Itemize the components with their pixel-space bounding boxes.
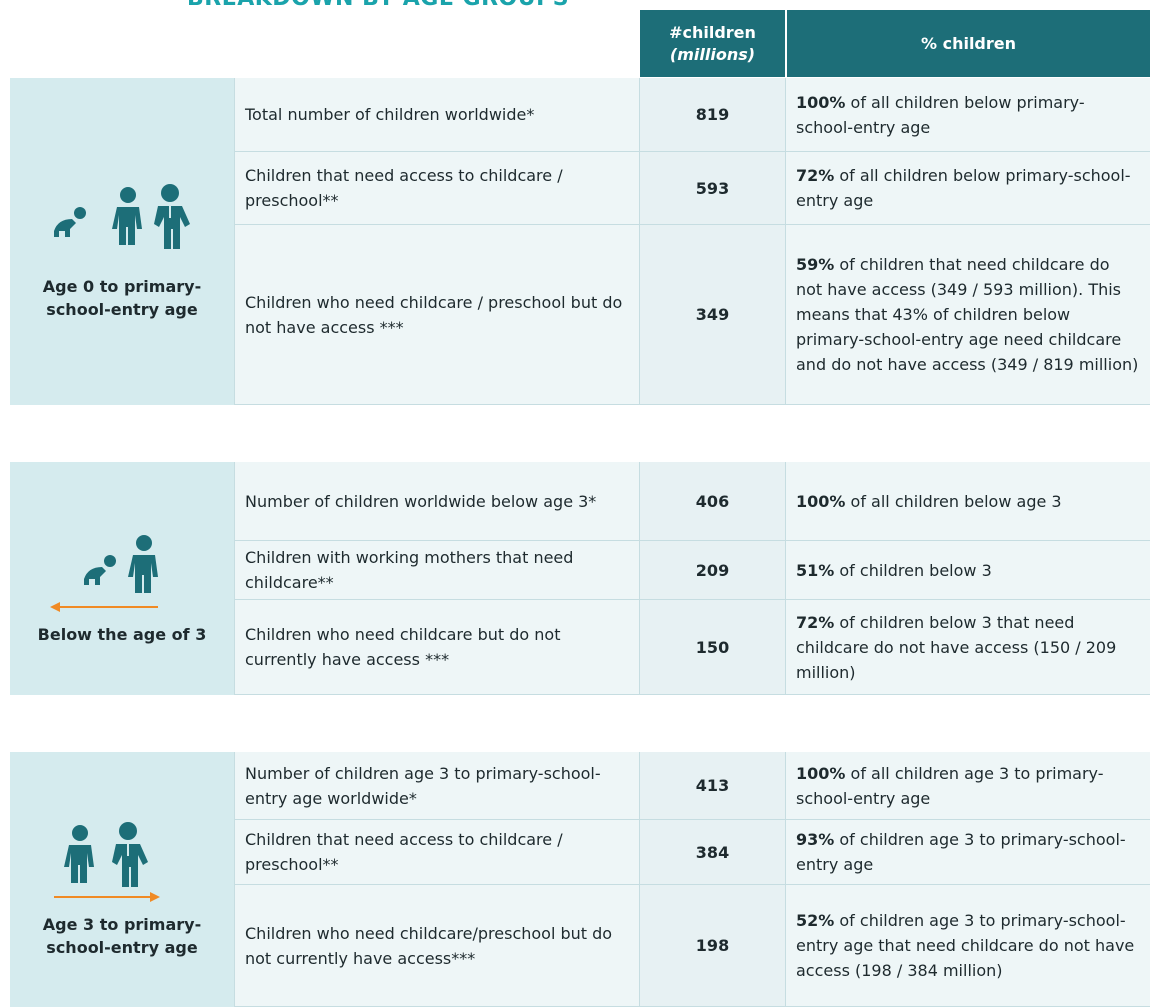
- percent-text: 72% of all children below primary-school…: [796, 163, 1140, 213]
- row-description: Children that need access to childcare /…: [234, 152, 640, 225]
- row-percent: 51% of children below 3: [786, 541, 1150, 600]
- row-number: 198: [639, 885, 786, 1007]
- percent-rest: of all children below age 3: [850, 491, 1062, 511]
- description-text: Children with working mothers that need …: [245, 548, 574, 592]
- row-number: 406: [639, 462, 786, 541]
- row-description: Total number of children worldwide*: [234, 78, 640, 152]
- row-description: Number of children age 3 to primary-scho…: [234, 752, 640, 820]
- row-percent: 100% of all children below primary-schoo…: [786, 78, 1150, 152]
- number-text: 593: [695, 178, 730, 198]
- percent-text: 59% of children that need childcare do n…: [796, 252, 1140, 377]
- row-number: 209: [639, 541, 786, 600]
- percent-bold: 52%: [796, 911, 835, 930]
- percent-rest: of children age 3 to primary-school-entr…: [796, 911, 1135, 980]
- group-label: Age 0 to primary- school-entry age: [42, 276, 202, 319]
- number-text: 413: [695, 776, 730, 795]
- age-icon: [54, 183, 190, 249]
- percent-text: 93% of children age 3 to primary-school-…: [796, 827, 1140, 877]
- percent-bold: 100%: [796, 763, 846, 783]
- number-text: 819: [695, 105, 730, 124]
- row-number: 413: [639, 752, 786, 820]
- row-percent: 72% of children below 3 that need childc…: [786, 600, 1150, 695]
- row-percent: 59% of children that need childcare do n…: [786, 225, 1150, 405]
- description-text: Total number of children worldwide*: [245, 105, 535, 124]
- row-percent: 93% of children age 3 to primary-school-…: [786, 820, 1150, 885]
- percent-text: 100% of all children age 3 to primary-sc…: [796, 761, 1140, 811]
- percent-bold: 72%: [796, 612, 835, 632]
- row-description: Children who need childcare/preschool bu…: [234, 885, 640, 1007]
- number-text: 406: [695, 491, 730, 511]
- row-description: Children who need childcare but do not c…: [234, 600, 640, 695]
- percent-bold: 51%: [796, 560, 835, 580]
- header-count: #children (millions): [640, 10, 785, 77]
- number-text: 198: [695, 936, 730, 955]
- description-text: Children who need childcare but do not c…: [245, 625, 561, 669]
- row-percent: 52% of children age 3 to primary-school-…: [786, 885, 1150, 1007]
- row-number: 150: [639, 600, 786, 695]
- percent-rest: of all children age 3 to primary-school-…: [796, 763, 1104, 808]
- percent-bold: 72%: [796, 166, 835, 185]
- percent-text: 72% of children below 3 that need childc…: [796, 610, 1140, 685]
- age-icon: [50, 535, 158, 612]
- percent-bold: 100%: [796, 92, 846, 112]
- group-label: Age 3 to primary-school-entry age: [42, 914, 202, 957]
- percent-rest: of children that need childcare do not h…: [796, 255, 1139, 374]
- percent-bold: 100%: [796, 491, 846, 511]
- percent-bold: 59%: [796, 255, 835, 274]
- percent-rest: of all children below primary-school-ent…: [796, 166, 1131, 210]
- percent-text: 100% of all children below age 3: [796, 489, 1062, 514]
- percent-rest: of children below 3: [839, 560, 992, 580]
- percent-text: 51% of children below 3: [796, 558, 992, 583]
- row-number: 819: [639, 78, 786, 152]
- percent-rest: of children age 3 to primary-school-entr…: [796, 830, 1126, 874]
- description-text: Number of children worldwide below age 3…: [245, 491, 597, 511]
- description-text: Children who need childcare/preschool bu…: [245, 923, 613, 968]
- number-text: 209: [695, 560, 730, 580]
- percent-rest: of all children below primary-school-ent…: [796, 92, 1085, 137]
- number-text: 150: [695, 637, 730, 657]
- title: BREAKDOWN BY AGE GROUPS: [187, 0, 569, 11]
- group-label-cell: Age 0 to primary- school-entry age: [10, 78, 234, 405]
- description-text: Children that need access to childcare /…: [245, 830, 563, 874]
- row-number: 384: [639, 820, 786, 885]
- header-percent: % children: [787, 10, 1150, 77]
- group-label-cell: Below the age of 3: [10, 462, 234, 695]
- header-count-label: #children: [669, 22, 756, 42]
- description-text: Number of children age 3 to primary-scho…: [245, 763, 601, 808]
- row-percent: 72% of all children below primary-school…: [786, 152, 1150, 225]
- group-label-cell: Age 3 to primary-school-entry age: [10, 752, 234, 1007]
- row-number: 593: [639, 152, 786, 225]
- percent-rest: of children below 3 that need childcare …: [796, 612, 1117, 682]
- row-percent: 100% of all children below age 3: [786, 462, 1150, 541]
- row-description: Children with working mothers that need …: [234, 541, 640, 600]
- age-icon: [54, 821, 160, 902]
- row-description: Number of children worldwide below age 3…: [234, 462, 640, 541]
- group-label: Below the age of 3: [37, 625, 207, 644]
- row-description: Children who need childcare / preschool …: [234, 225, 640, 405]
- row-number: 349: [639, 225, 786, 405]
- description-text: Children that need access to childcare /…: [245, 166, 563, 210]
- description-text: Children who need childcare / preschool …: [245, 292, 623, 337]
- percent-text: 100% of all children below primary-schoo…: [796, 90, 1140, 140]
- row-percent: 100% of all children age 3 to primary-sc…: [786, 752, 1150, 820]
- percent-bold: 93%: [796, 830, 835, 849]
- percent-text: 52% of children age 3 to primary-school-…: [796, 908, 1140, 983]
- number-text: 349: [695, 305, 730, 324]
- number-text: 384: [695, 842, 730, 862]
- header-count-unit: (millions): [669, 44, 756, 64]
- row-description: Children that need access to childcare /…: [234, 820, 640, 885]
